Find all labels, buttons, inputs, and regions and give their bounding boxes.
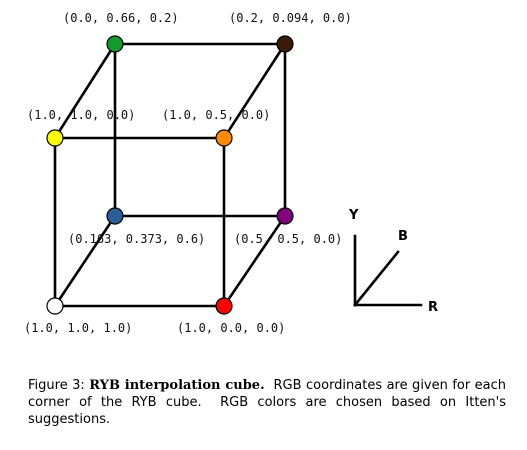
figure-caption: Figure 3: RYB interpolation cube. RGB co… [28, 377, 506, 428]
caption-title: RYB interpolation cube. [89, 378, 265, 393]
axis-r-label: R [428, 300, 438, 315]
node-bottom-back-right [276, 207, 294, 225]
label-top-front-right: (1.0, 0.5, 0.0) [162, 108, 270, 122]
node-bottom-back-left [106, 207, 124, 225]
caption-body: RGB coordinates are given for each corne… [28, 378, 511, 427]
label-bottom-back-right: (0.5, 0.5, 0.0) [234, 232, 342, 246]
ryb-cube-diagram: (0.0, 0.66, 0.2) (0.2, 0.094, 0.0) (1.0,… [24, 11, 438, 335]
label-bottom-front-right: (1.0, 0.0, 0.0) [177, 321, 285, 335]
label-top-front-left: (1.0, 1.0, 0.0) [27, 108, 135, 122]
ryb-cube-figure: (0.0, 0.66, 0.2) (0.2, 0.094, 0.0) (1.0,… [24, 11, 438, 335]
axes-indicator [353, 234, 423, 307]
label-bottom-back-left: (0.163, 0.373, 0.6) [68, 232, 205, 246]
node-bottom-front-right [215, 297, 233, 315]
cube-edges [53, 42, 287, 308]
node-top-front-left [46, 129, 64, 147]
node-top-back-left [106, 35, 124, 53]
node-bottom-front-left [46, 297, 64, 315]
edge-connect-top-left [53, 42, 117, 140]
node-top-front-right [215, 129, 233, 147]
label-bottom-front-left: (1.0, 1.0, 1.0) [24, 321, 132, 335]
label-top-back-right: (0.2, 0.094, 0.0) [229, 11, 352, 25]
caption-prefix: Figure 3: [28, 378, 90, 393]
edge-connect-top-right [222, 42, 287, 140]
edge-connect-bottom-left [53, 214, 117, 308]
cube-nodes [46, 35, 294, 315]
node-top-back-right [276, 35, 294, 53]
label-top-back-left: (0.0, 0.66, 0.2) [63, 11, 179, 25]
axis-y-label: Y [348, 208, 359, 223]
axis-b-label: B [398, 229, 408, 244]
axis-b-line [353, 250, 400, 307]
edge-connect-bottom-right [222, 214, 287, 308]
